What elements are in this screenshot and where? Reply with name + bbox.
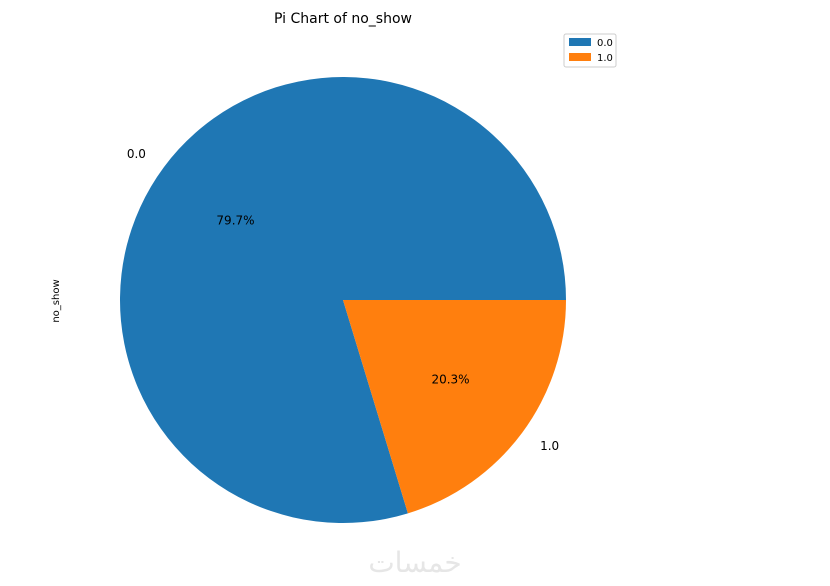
legend-label-1: 1.0 <box>597 53 613 64</box>
legend-swatch-1 <box>569 53 591 61</box>
slice-percent-label: 20.3% <box>431 373 469 387</box>
slice-category-label: 1.0 <box>540 439 559 453</box>
pie-slices <box>120 77 566 524</box>
pie-slice-1.0 <box>343 300 566 514</box>
legend-label-0: 0.0 <box>597 38 613 49</box>
pie-labels: 0.0 79.7% 1.0 20.3% <box>127 147 559 453</box>
slice-percent-label: 79.7% <box>216 213 254 227</box>
legend-swatch-0 <box>569 38 591 46</box>
chart-title: Pi Chart of no_show <box>274 11 412 27</box>
legend: 0.0 1.0 <box>563 33 617 68</box>
watermark-text: خمسات <box>368 546 461 579</box>
y-axis-label: no_show <box>51 279 62 322</box>
slice-category-label: 0.0 <box>127 147 146 161</box>
